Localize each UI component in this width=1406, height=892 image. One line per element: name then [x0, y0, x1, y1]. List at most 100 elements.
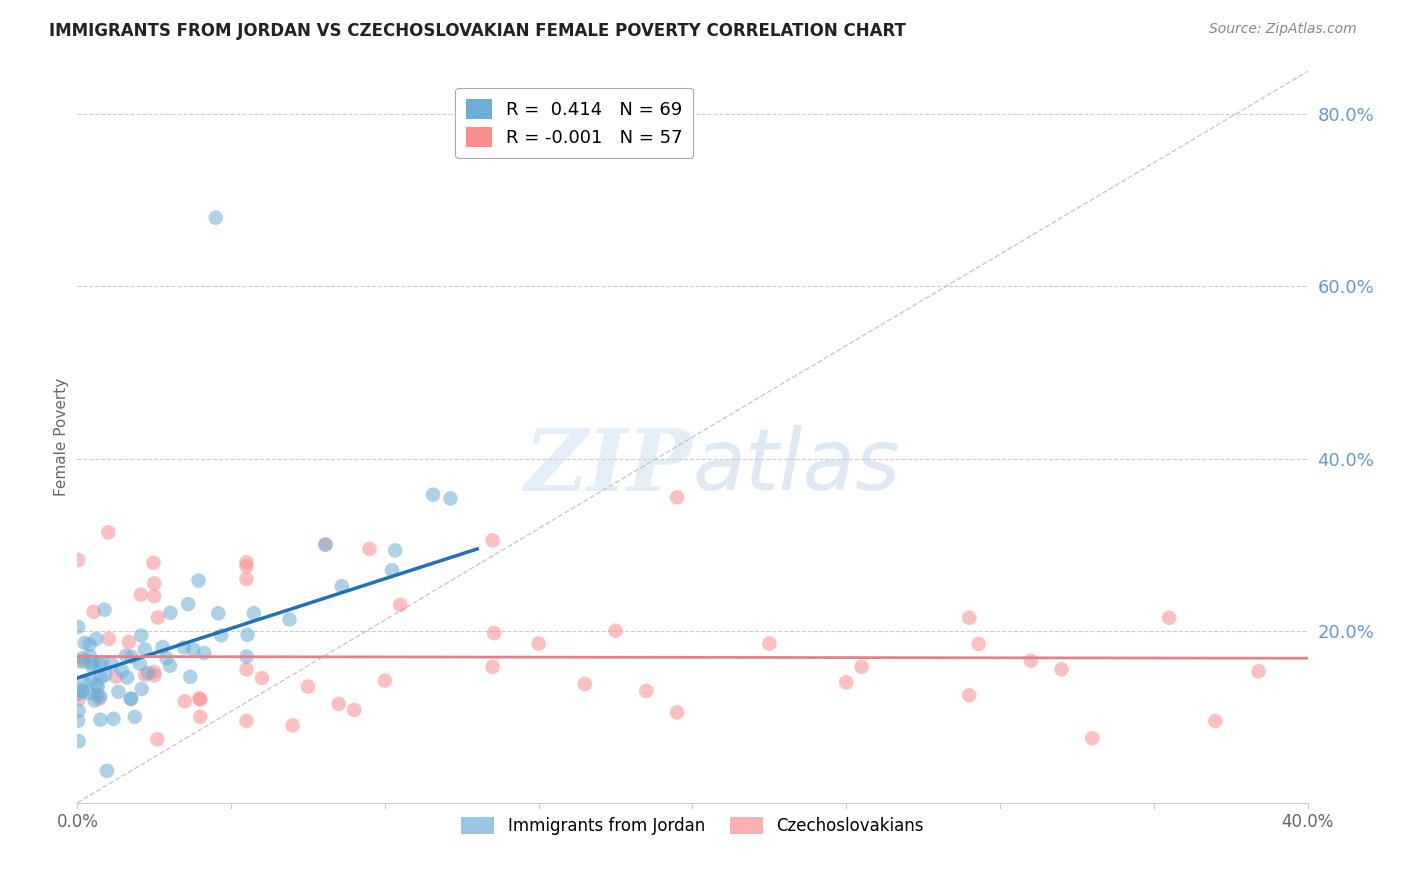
- Point: [159, 658, 181, 673]
- Point: [66, 714, 89, 728]
- Point: [72, 684, 94, 698]
- Point: [235, 649, 257, 664]
- Point: [957, 688, 980, 702]
- Point: [207, 606, 229, 620]
- Point: [159, 606, 181, 620]
- Point: [967, 637, 990, 651]
- Point: [72, 674, 94, 689]
- Point: [97, 525, 120, 540]
- Point: [155, 651, 177, 665]
- Point: [179, 670, 201, 684]
- Point: [83, 693, 105, 707]
- Point: [134, 668, 156, 682]
- Point: [111, 664, 134, 678]
- Point: [79, 638, 101, 652]
- Point: [131, 681, 153, 696]
- Point: [314, 538, 336, 552]
- Point: [115, 670, 138, 684]
- Text: atlas: atlas: [693, 425, 900, 508]
- Point: [666, 706, 689, 720]
- Point: [129, 588, 152, 602]
- Point: [72, 651, 94, 665]
- Point: [115, 648, 138, 663]
- Point: [86, 680, 108, 694]
- Point: [120, 691, 142, 706]
- Point: [84, 632, 107, 646]
- Y-axis label: Female Poverty: Female Poverty: [53, 378, 69, 496]
- Point: [481, 533, 503, 548]
- Point: [66, 687, 89, 701]
- Point: [188, 691, 211, 706]
- Point: [758, 637, 780, 651]
- Point: [142, 556, 165, 570]
- Point: [315, 537, 337, 551]
- Point: [120, 649, 142, 664]
- Point: [146, 732, 169, 747]
- Point: [1050, 662, 1073, 676]
- Point: [80, 656, 103, 670]
- Point: [67, 692, 90, 706]
- Point: [67, 734, 90, 748]
- Point: [89, 690, 111, 704]
- Point: [281, 718, 304, 732]
- Point: [134, 642, 156, 657]
- Point: [90, 656, 112, 670]
- Point: [77, 686, 100, 700]
- Point: [328, 697, 350, 711]
- Point: [330, 579, 353, 593]
- Point: [83, 605, 105, 619]
- Point: [86, 677, 108, 691]
- Point: [381, 563, 404, 577]
- Point: [605, 624, 627, 638]
- Point: [93, 603, 115, 617]
- Point: [128, 657, 150, 671]
- Point: [94, 667, 117, 681]
- Point: [384, 543, 406, 558]
- Point: [143, 576, 166, 591]
- Point: [82, 659, 104, 673]
- Point: [1081, 731, 1104, 746]
- Legend: Immigrants from Jordan, Czechoslovakians: Immigrants from Jordan, Czechoslovakians: [454, 811, 931, 842]
- Point: [89, 657, 111, 672]
- Point: [188, 710, 212, 724]
- Point: [152, 640, 174, 654]
- Point: [89, 691, 111, 706]
- Point: [359, 541, 381, 556]
- Point: [851, 660, 873, 674]
- Point: [278, 612, 301, 626]
- Point: [86, 688, 108, 702]
- Point: [120, 692, 142, 706]
- Point: [481, 660, 503, 674]
- Point: [209, 628, 232, 642]
- Point: [666, 491, 689, 505]
- Point: [1247, 665, 1270, 679]
- Point: [193, 646, 215, 660]
- Point: [187, 574, 209, 588]
- Point: [89, 713, 111, 727]
- Point: [235, 555, 257, 569]
- Point: [482, 626, 505, 640]
- Point: [124, 710, 146, 724]
- Point: [107, 685, 129, 699]
- Point: [1204, 714, 1226, 728]
- Point: [374, 673, 396, 688]
- Point: [188, 692, 212, 706]
- Point: [143, 665, 166, 679]
- Point: [957, 611, 980, 625]
- Point: [235, 662, 257, 676]
- Point: [90, 671, 112, 685]
- Point: [67, 620, 90, 634]
- Point: [389, 598, 412, 612]
- Point: [235, 559, 257, 574]
- Point: [636, 684, 658, 698]
- Point: [143, 589, 166, 603]
- Point: [183, 642, 205, 657]
- Point: [146, 610, 169, 624]
- Point: [527, 637, 550, 651]
- Point: [343, 703, 366, 717]
- Point: [80, 672, 103, 686]
- Point: [129, 628, 152, 642]
- Point: [235, 714, 257, 728]
- Point: [73, 636, 96, 650]
- Point: [177, 597, 200, 611]
